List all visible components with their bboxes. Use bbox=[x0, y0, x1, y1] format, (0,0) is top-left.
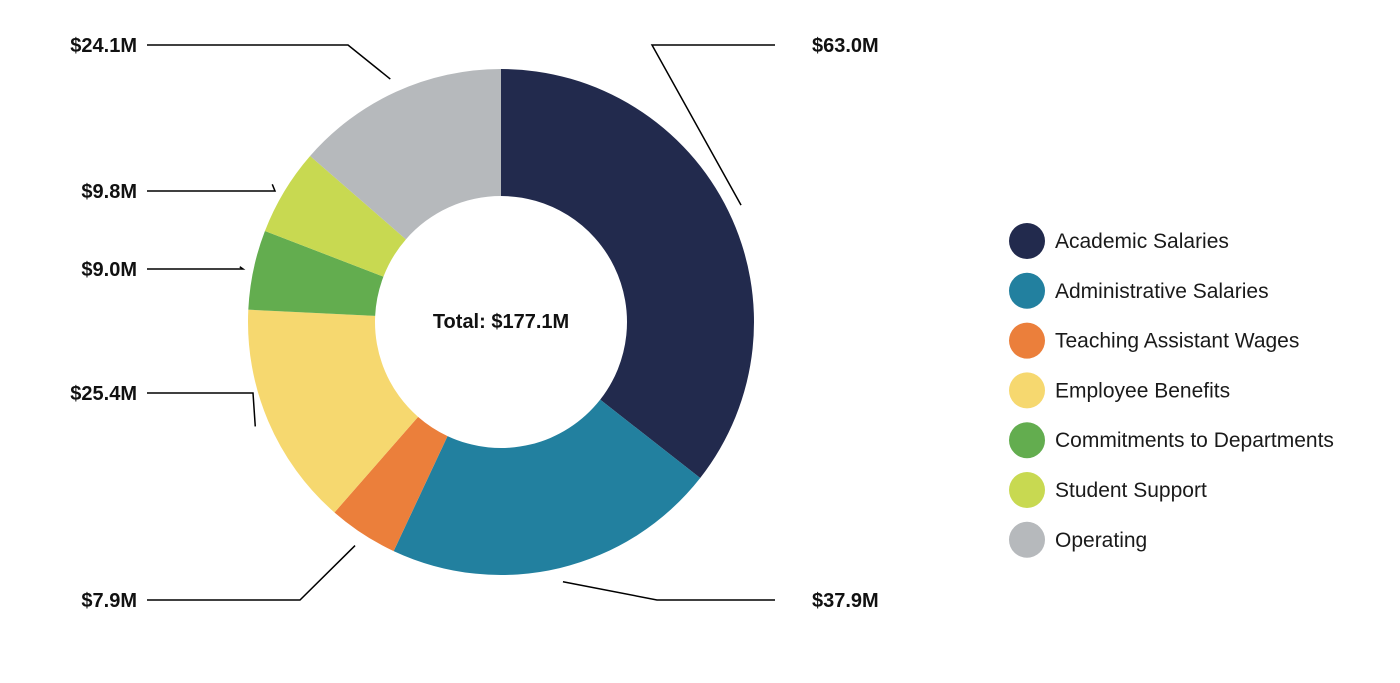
legend-label-administrative-salaries: Administrative Salaries bbox=[1055, 280, 1269, 303]
legend-swatch-operating bbox=[1009, 521, 1045, 558]
legend-swatch-commitments-to-departments bbox=[1009, 422, 1045, 459]
legend-label-employee-benefits: Employee Benefits bbox=[1055, 379, 1230, 402]
slice-commitments-to-departments bbox=[248, 230, 384, 316]
chart-value-labels: $63.0M $37.9M $7.9M $25.4M $9.0M $9.8M $24.1M bbox=[70, 35, 878, 612]
leader-line-student-support bbox=[147, 184, 277, 192]
leader-line-teaching-assistant-wages bbox=[147, 545, 356, 601]
chart-slices bbox=[248, 68, 755, 576]
legend-label-operating: Operating bbox=[1055, 529, 1147, 552]
value-label-operating: $24.1M bbox=[70, 35, 137, 57]
slice-academic-salaries bbox=[501, 69, 755, 478]
value-label-commitments-to-departments: $9.0M bbox=[81, 259, 137, 281]
value-label-teaching-assistant-wages: $7.9M bbox=[81, 590, 137, 612]
legend-swatch-employee-benefits bbox=[1009, 372, 1045, 409]
slice-teaching-assistant-wages bbox=[334, 416, 448, 552]
leader-line-operating bbox=[147, 44, 391, 80]
chart-legend: Academic Salaries Administrative Salaries… bbox=[1009, 223, 1334, 558]
leader-line-employee-benefits bbox=[147, 392, 257, 427]
legend-label-commitments-to-departments: Commitments to Departments bbox=[1055, 429, 1334, 452]
legend-swatch-teaching-assistant-wages bbox=[1009, 322, 1045, 359]
value-label-student-support: $9.8M bbox=[81, 181, 137, 203]
legend-label-academic-salaries: Academic Salaries bbox=[1055, 230, 1229, 253]
slice-administrative-salaries bbox=[393, 399, 701, 576]
slice-operating bbox=[310, 68, 501, 240]
legend-swatch-administrative-salaries bbox=[1009, 272, 1045, 309]
slice-employee-benefits bbox=[248, 309, 419, 513]
value-label-employee-benefits: $25.4M bbox=[70, 383, 137, 405]
leader-line-academic-salaries bbox=[650, 44, 775, 206]
legend-label-student-support: Student Support bbox=[1055, 479, 1207, 502]
legend-swatch-student-support bbox=[1009, 472, 1045, 508]
center-total-label: Total: $177.1M bbox=[433, 311, 569, 333]
value-label-academic-salaries: $63.0M bbox=[812, 35, 879, 57]
legend-swatch-academic-salaries bbox=[1009, 223, 1045, 259]
chart-leader-lines bbox=[147, 44, 775, 601]
value-label-administrative-salaries: $37.9M bbox=[812, 590, 879, 612]
slice-student-support bbox=[264, 155, 406, 277]
legend-label-teaching-assistant-wages: Teaching Assistant Wages bbox=[1055, 330, 1299, 353]
leader-line-administrative-salaries bbox=[562, 580, 775, 601]
leader-line-commitments-to-departments bbox=[147, 266, 246, 270]
